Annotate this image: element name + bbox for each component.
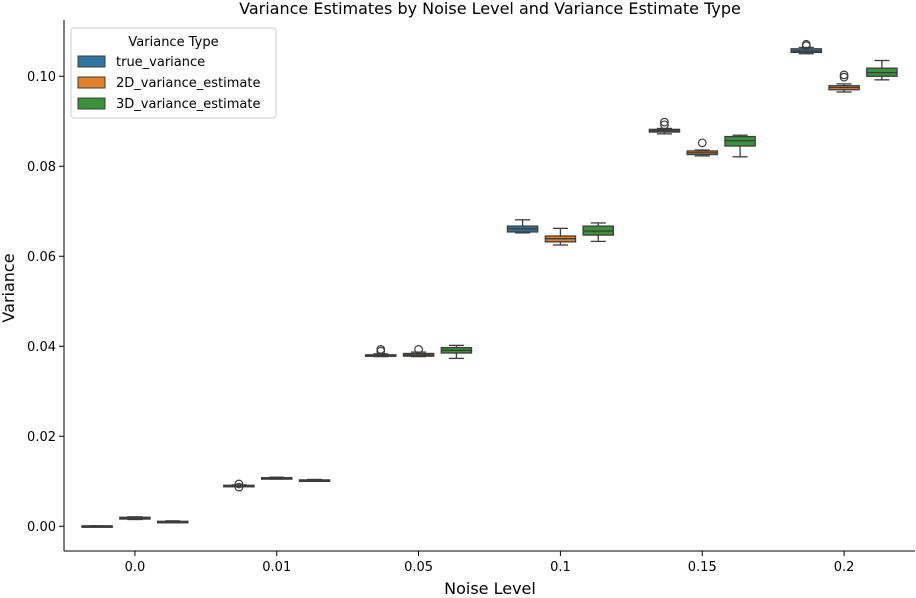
box-true_variance-noise-0.2 (790, 39, 823, 55)
legend-label-true_variance: true_variance (116, 55, 205, 70)
legend-swatch-2D_variance_estimate (77, 76, 106, 89)
y-tick-label: 0.00 (27, 520, 56, 535)
legend-swatch-true_variance (77, 55, 106, 68)
box-3D_variance_estimate-noise-0.05 (440, 344, 473, 360)
legend-frame (70, 27, 277, 119)
plot-area (81, 39, 898, 528)
legend-label-3D_variance_estimate: 3D_variance_estimate (116, 97, 260, 112)
y-tick-label: 0.10 (27, 70, 56, 85)
y-axis-label: Variance (0, 253, 18, 322)
box-2D_variance_estimate-noise-0.1 (544, 227, 577, 246)
y-tick-label: 0.08 (27, 160, 56, 175)
box-2D_variance_estimate-noise-0.2 (828, 70, 860, 93)
x-axis-label: Noise Level (444, 579, 536, 598)
outlier-point (801, 39, 811, 49)
x-axis: 0.0 0.01 0.05 0.1 0.15 0.2 (64, 550, 915, 575)
outlier-point (697, 138, 707, 148)
box-3D_variance_estimate-noise-0.15 (724, 134, 756, 158)
iqr-box (724, 135, 756, 147)
box-true_variance-noise-0.01 (223, 479, 255, 492)
box-true_variance-noise-0.0 (81, 525, 113, 528)
y-tick-label: 0.04 (27, 340, 56, 355)
x-tick-label: 0.0 (125, 560, 146, 575)
x-tick-label: 0.1 (550, 560, 571, 575)
box-2D_variance_estimate-noise-0.15 (686, 138, 719, 157)
box-2D_variance_estimate-noise-0.0 (119, 516, 151, 521)
box-3D_variance_estimate-noise-0.2 (866, 59, 898, 81)
box-3D_variance_estimate-noise-0.1 (582, 222, 615, 243)
box-3D_variance_estimate-noise-0.01 (298, 478, 331, 483)
x-tick-label: 0.01 (262, 560, 291, 575)
outlier-point (660, 117, 669, 127)
chart-title: Variance Estimates by Noise Level and Va… (239, 0, 741, 18)
legend-title: Variance Type (128, 35, 218, 50)
outlier-point (234, 482, 244, 492)
box-true_variance-noise-0.1 (506, 219, 539, 234)
box-3D_variance_estimate-noise-0.0 (156, 520, 189, 524)
y-axis: 0.00 0.02 0.04 0.06 0.08 0.10 (27, 20, 65, 551)
outlier-point (234, 479, 244, 489)
box-2D_variance_estimate-noise-0.01 (260, 476, 293, 480)
y-tick-label: 0.02 (27, 430, 56, 445)
outlier-point (414, 345, 423, 354)
x-tick-label: 0.05 (404, 560, 433, 575)
legend[interactable]: Variance Type true_variance 2D_variance_es… (70, 27, 277, 119)
y-tick-label: 0.06 (27, 250, 56, 265)
outlier-point (839, 72, 849, 82)
box-true_variance-noise-0.15 (648, 117, 681, 135)
outlier-point (839, 70, 849, 80)
x-tick-label: 0.15 (688, 560, 717, 575)
legend-label-2D_variance_estimate: 2D_variance_estimate (116, 76, 260, 91)
box-2D_variance_estimate-noise-0.05 (402, 345, 435, 358)
x-tick-label: 0.2 (834, 560, 855, 575)
outlier-point (660, 120, 669, 130)
box-true_variance-noise-0.05 (364, 345, 397, 358)
outlier-point (376, 345, 386, 354)
legend-swatch-3D_variance_estimate (77, 97, 106, 110)
